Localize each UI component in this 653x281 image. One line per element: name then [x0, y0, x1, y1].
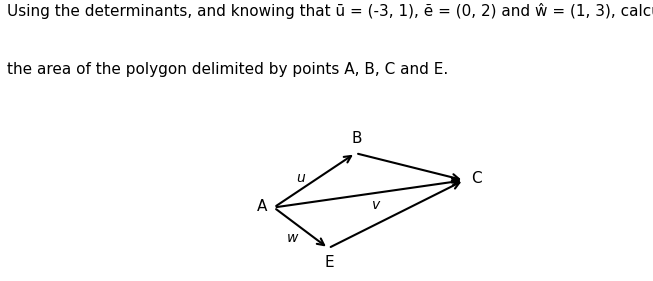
Text: B: B: [351, 131, 362, 146]
Text: v: v: [372, 198, 380, 212]
Text: the area of the polygon delimited by points A, B, C and E.: the area of the polygon delimited by poi…: [7, 62, 448, 77]
Text: E: E: [325, 255, 334, 270]
Text: A: A: [257, 199, 267, 214]
Text: C: C: [471, 171, 481, 187]
Text: u: u: [296, 171, 305, 185]
Text: w: w: [287, 230, 298, 244]
Text: Using the determinants, and knowing that ū = (-3, 1), ẽ = (0, 2) and ŵ = (1, 3),: Using the determinants, and knowing that…: [7, 3, 653, 19]
